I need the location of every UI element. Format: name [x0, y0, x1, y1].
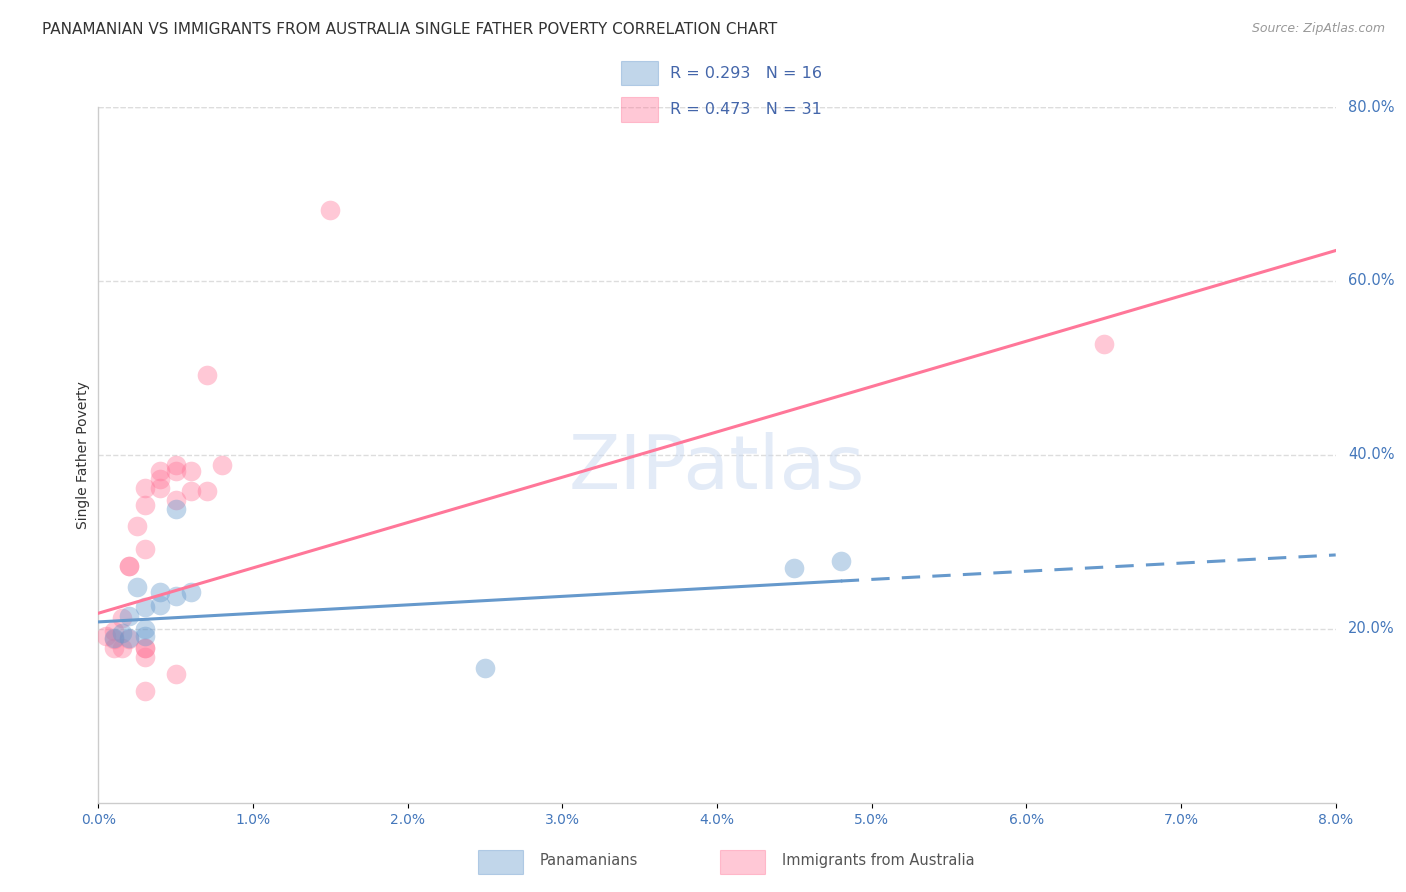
- Point: [118, 559, 141, 574]
- Point: [118, 632, 141, 647]
- Point: [111, 611, 132, 625]
- Point: [783, 561, 806, 575]
- Point: [165, 589, 187, 603]
- Bar: [720, 849, 765, 874]
- Point: [149, 585, 172, 599]
- Text: 20.0%: 20.0%: [1348, 622, 1395, 636]
- Bar: [478, 849, 523, 874]
- Point: [111, 640, 132, 655]
- Point: [118, 631, 141, 645]
- Point: [149, 464, 172, 478]
- Text: Source: ZipAtlas.com: Source: ZipAtlas.com: [1251, 22, 1385, 36]
- Point: [103, 631, 125, 645]
- Point: [149, 598, 172, 612]
- Point: [103, 624, 125, 638]
- Text: 40.0%: 40.0%: [1348, 448, 1395, 462]
- Point: [96, 629, 118, 643]
- Point: [195, 484, 218, 499]
- Point: [134, 649, 156, 664]
- Point: [134, 629, 156, 643]
- Point: [134, 622, 156, 636]
- Point: [180, 585, 202, 599]
- Point: [118, 559, 141, 574]
- Point: [165, 667, 187, 681]
- Point: [180, 464, 202, 478]
- Point: [165, 458, 187, 473]
- Point: [127, 580, 149, 594]
- Point: [149, 472, 172, 486]
- Point: [165, 501, 187, 516]
- Point: [830, 554, 852, 568]
- Bar: [621, 62, 658, 86]
- Point: [118, 608, 141, 623]
- Point: [134, 499, 156, 513]
- Point: [134, 541, 156, 556]
- Point: [149, 481, 172, 495]
- Point: [134, 640, 156, 655]
- Point: [319, 202, 342, 217]
- Point: [211, 458, 233, 473]
- Text: PANAMANIAN VS IMMIGRANTS FROM AUSTRALIA SINGLE FATHER POVERTY CORRELATION CHART: PANAMANIAN VS IMMIGRANTS FROM AUSTRALIA …: [42, 22, 778, 37]
- Text: ZIPatlas: ZIPatlas: [569, 433, 865, 506]
- Text: R = 0.293   N = 16: R = 0.293 N = 16: [671, 66, 823, 81]
- Text: R = 0.473   N = 31: R = 0.473 N = 31: [671, 102, 823, 117]
- Point: [103, 640, 125, 655]
- Point: [134, 600, 156, 615]
- Point: [134, 684, 156, 698]
- Bar: [621, 97, 658, 122]
- Point: [134, 481, 156, 495]
- Text: 80.0%: 80.0%: [1348, 100, 1395, 114]
- Point: [1092, 336, 1115, 351]
- Text: Immigrants from Australia: Immigrants from Australia: [782, 854, 974, 868]
- Point: [474, 661, 496, 675]
- Point: [165, 493, 187, 508]
- Point: [111, 626, 132, 640]
- Text: 60.0%: 60.0%: [1348, 274, 1395, 288]
- Point: [127, 519, 149, 533]
- Point: [134, 640, 156, 655]
- Point: [195, 368, 218, 382]
- Point: [103, 632, 125, 647]
- Point: [180, 484, 202, 499]
- Point: [165, 464, 187, 478]
- Text: Panamanians: Panamanians: [540, 854, 638, 868]
- Y-axis label: Single Father Poverty: Single Father Poverty: [76, 381, 90, 529]
